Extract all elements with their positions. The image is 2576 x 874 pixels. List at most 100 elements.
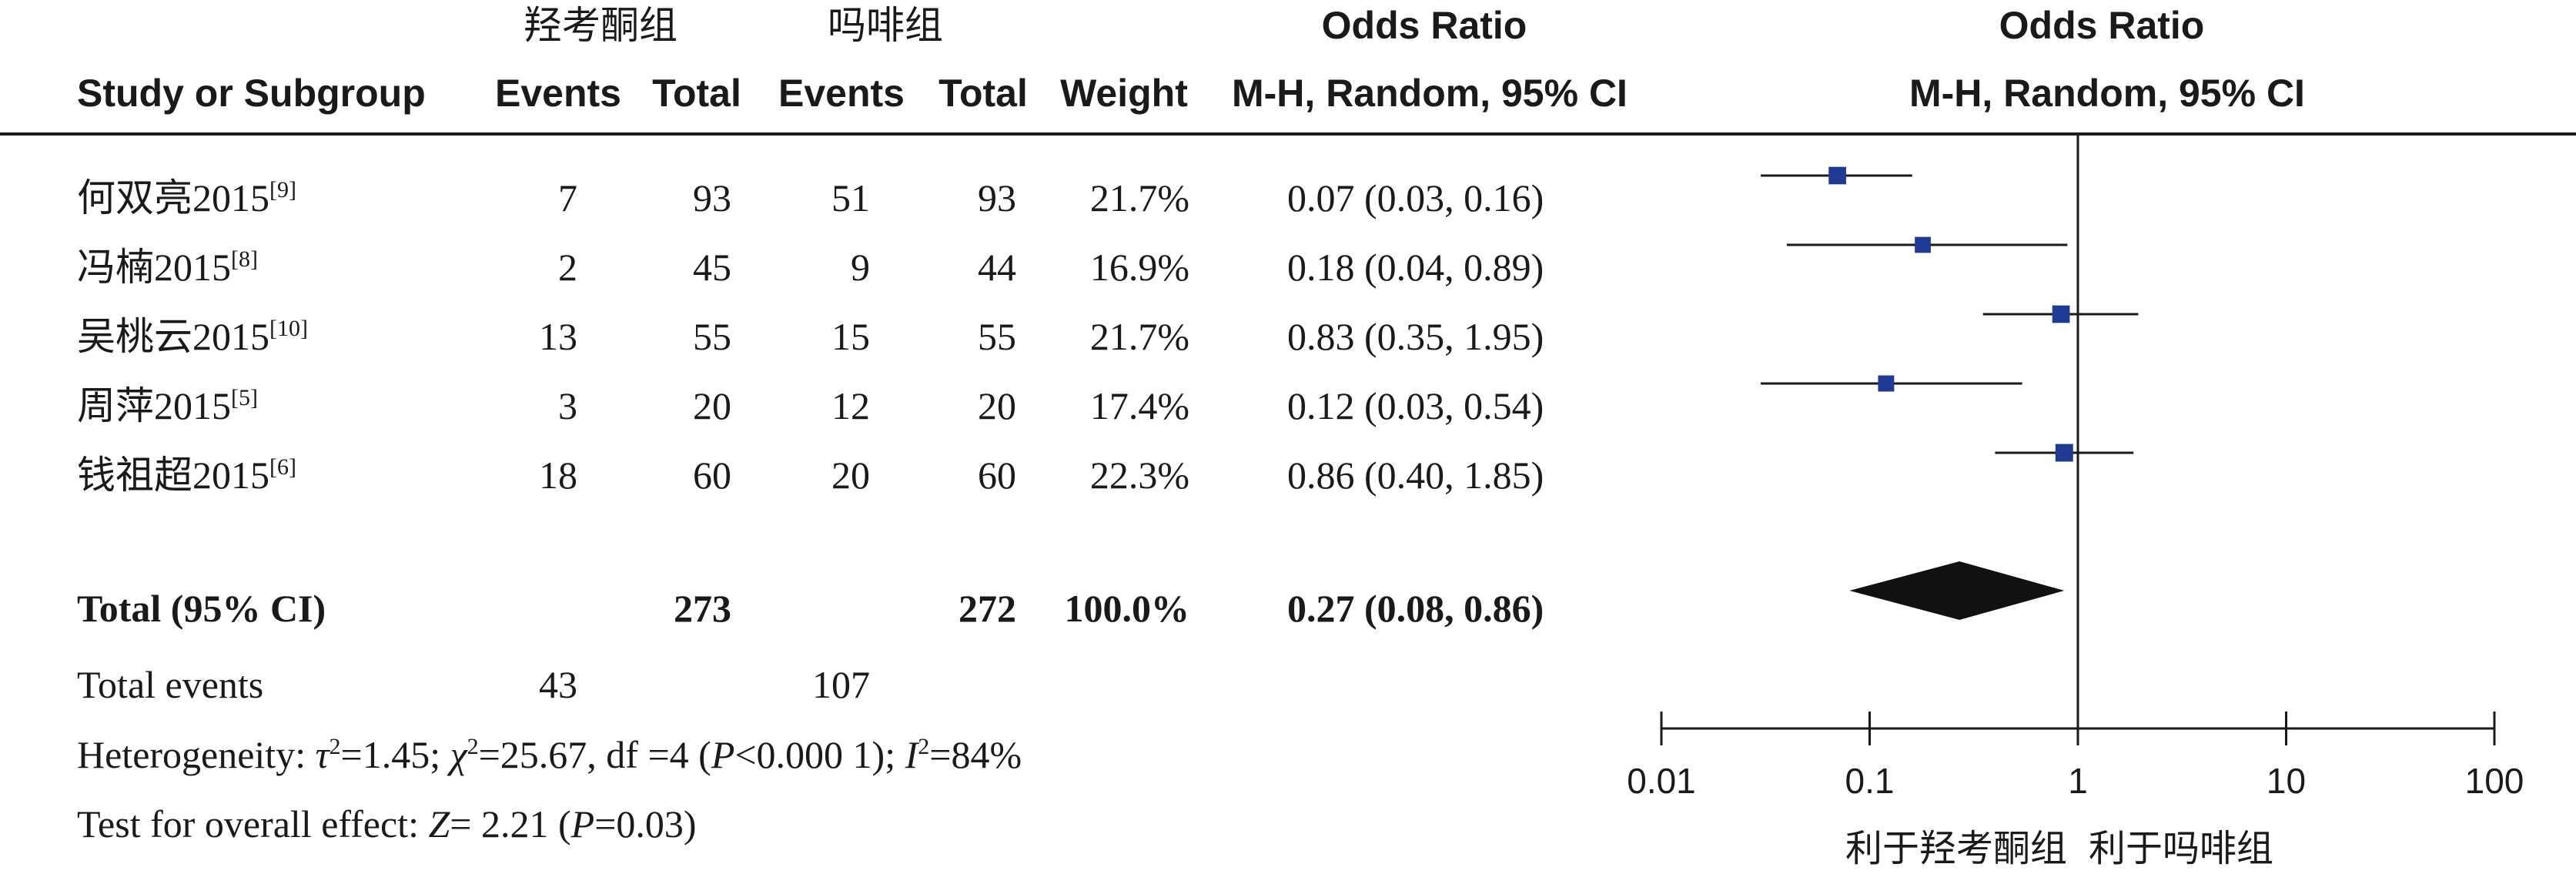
total-label: Total (95% CI) [77, 587, 326, 630]
study-reference: [10] [269, 316, 308, 341]
total-b-value: 20 [978, 384, 1016, 427]
study-label: 周萍2015 [77, 384, 231, 427]
favours-left-label: 利于羟考酮组 [1845, 829, 2067, 869]
method-plot-header: M-H, Random, 95% CI [1909, 72, 2305, 115]
chi-value: =25.67, df =4 ( [478, 733, 711, 776]
het-p-symbol: P [711, 733, 735, 776]
weight-value: 17.4% [1089, 384, 1189, 427]
study-marker [2055, 444, 2073, 462]
study-reference: [5] [231, 385, 258, 410]
total-b-value: 55 [978, 315, 1016, 358]
x-tick-label: 100 [2465, 761, 2524, 801]
total-events-a: 43 [539, 663, 577, 706]
total-b-value: 272 [958, 587, 1016, 630]
x-tick-label: 10 [2267, 761, 2306, 801]
events-b-value: 9 [851, 246, 870, 289]
total-a-value: 93 [693, 176, 731, 219]
events-b-value: 15 [831, 315, 870, 358]
i-value: =84% [929, 733, 1022, 776]
tau-square: 2 [329, 734, 341, 759]
events-a-value: 2 [558, 246, 577, 289]
total-a-value: 20 [693, 384, 731, 427]
study-marker [2052, 305, 2070, 323]
total-b-value: 60 [978, 454, 1016, 497]
total-a-value: 45 [693, 246, 731, 289]
ci-value: 0.12 (0.03, 0.54) [1287, 384, 1544, 427]
events-b-value: 51 [831, 176, 870, 219]
x-tick-label: 0.01 [1627, 761, 1696, 801]
study-marker [1878, 375, 1895, 392]
events-a-header: Events [495, 72, 621, 115]
z-value: = 2.21 ( [450, 802, 571, 846]
weight-value: 21.7% [1089, 176, 1189, 219]
study-label: 吴桃云2015 [77, 315, 269, 358]
events-a-value: 18 [539, 454, 577, 497]
total-ci-value: 0.27 (0.08, 0.86) [1287, 587, 1544, 630]
total-b-value: 93 [978, 176, 1016, 219]
ci-value: 0.18 (0.04, 0.89) [1287, 246, 1544, 289]
total-a-header: Total [652, 72, 741, 115]
pooled-diamond [1849, 561, 2065, 620]
study-reference: [9] [269, 177, 296, 203]
total-events-b: 107 [812, 663, 870, 706]
overall-p-symbol: P [570, 802, 595, 846]
ci-value: 0.07 (0.03, 0.16) [1287, 176, 1544, 219]
chi-square: 2 [467, 734, 479, 759]
odds-ratio-column-header: Odds Ratio [1321, 4, 1527, 47]
overall-prefix: Test for overall effect: [77, 802, 429, 846]
study-column-header: Study or Subgroup [77, 72, 426, 115]
events-a-value: 3 [558, 384, 577, 427]
events-a-value: 7 [558, 176, 577, 219]
study-reference: [6] [269, 454, 296, 480]
study-marker [1828, 166, 1846, 185]
ci-value: 0.86 (0.40, 1.85) [1287, 454, 1544, 497]
x-tick-label: 1 [2068, 761, 2088, 801]
study-reference: [8] [231, 246, 258, 272]
group-a-header: 羟考酮组 [524, 4, 677, 47]
tau-value: =1.45; [340, 733, 450, 776]
odds-ratio-plot-header: Odds Ratio [1999, 4, 2205, 47]
study-name: 冯楠2015[8] [77, 246, 258, 289]
study-name: 何双亮2015[9] [77, 176, 296, 219]
favours-right-label: 利于吗啡组 [2089, 829, 2273, 869]
i-symbol: I [905, 733, 918, 776]
events-b-value: 12 [831, 384, 870, 427]
total-a-value: 60 [693, 454, 731, 497]
weight-value: 22.3% [1089, 454, 1189, 497]
method-column-header: M-H, Random, 95% CI [1232, 72, 1628, 115]
heterogeneity-note: Heterogeneity: τ2=1.45; χ2=25.67, df =4 … [77, 733, 1022, 776]
total-a-value: 273 [674, 587, 731, 630]
z-symbol: Z [428, 802, 450, 846]
study-label: 冯楠2015 [77, 246, 231, 289]
study-name: 周萍2015[5] [77, 384, 258, 427]
events-a-value: 13 [539, 315, 577, 358]
events-b-value: 20 [831, 454, 870, 497]
heterogeneity-prefix: Heterogeneity: [77, 733, 316, 776]
group-b-header: 吗啡组 [828, 4, 943, 47]
study-marker [1915, 236, 1931, 253]
total-weight-value: 100.0% [1064, 587, 1190, 630]
study-name: 钱祖超2015[6] [77, 454, 296, 497]
weight-header: Weight [1060, 72, 1188, 115]
tau-symbol: τ [315, 733, 330, 776]
study-label: 何双亮2015 [77, 176, 269, 219]
total-b-value: 44 [978, 246, 1016, 289]
i-square: 2 [918, 734, 930, 759]
study-name: 吴桃云2015[10] [77, 315, 308, 358]
x-tick-label: 0.1 [1845, 761, 1895, 801]
total-b-header: Total [938, 72, 1028, 115]
weight-value: 16.9% [1089, 246, 1189, 289]
weight-value: 21.7% [1089, 315, 1189, 358]
total-a-value: 55 [693, 315, 731, 358]
header-rule [0, 132, 2576, 136]
overall-effect-note: Test for overall effect: Z= 2.21 (P=0.03… [77, 805, 697, 843]
events-b-header: Events [778, 72, 905, 115]
study-label: 钱祖超2015 [77, 454, 269, 497]
het-p-value: <0.000 1); [734, 733, 905, 776]
total-events-label: Total events [77, 663, 264, 706]
overall-p-value: =0.03) [594, 802, 697, 846]
chi-symbol: χ [450, 733, 467, 776]
ci-value: 0.83 (0.35, 1.95) [1287, 315, 1544, 358]
